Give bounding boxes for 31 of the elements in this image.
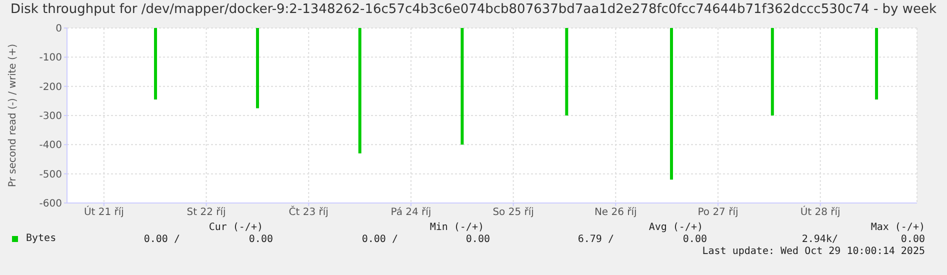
y-tick-label: -500 [39,169,62,180]
text: 0.00 [900,234,925,245]
legend-label: Bytes [26,233,56,244]
y-tick-label: -200 [39,82,62,93]
x-tick-label: Po 27 říj [698,207,738,218]
text: 2.94k/ [802,234,838,245]
text: Max (-/+) [870,222,925,233]
text: 0.00 / [144,234,180,245]
x-tick-label: So 25 říj [492,207,534,218]
text: 0.00 [466,234,490,245]
y-tick-label: -400 [39,140,62,152]
text: 0.00 [682,234,707,245]
text: Min (-/+) [430,222,484,233]
y-tick-label: 0 [56,24,62,35]
x-tick-label: St 22 říj [186,207,226,218]
y-tick-label: -100 [39,52,62,64]
x-tick-label: Út 21 říj [84,205,124,218]
y-tick-label: -600 [39,198,62,210]
text: 0.00 / [362,234,398,245]
text: 0.00 [248,234,273,245]
x-tick-label: Ne 26 říj [594,207,637,218]
text: 6.79 / [578,234,614,245]
text: Last update: Wed Oct 29 10:00:14 2025 [702,246,925,257]
chart-title: Disk throughput for /dev/mapper/docker-9:2-1348262-16c57c4b3c6e074bcb807637bd7aa1d2e278fc0fcc74644b71f362dccc530c74 - by week [9,2,938,17]
x-tick-label: Čt 23 říj [288,205,328,218]
y-axis-title: Pr second read (-) / write (+) [8,44,19,188]
y-tick-label: -300 [39,111,62,122]
text: Cur (-/+) [208,222,263,233]
x-tick-label: Út 28 říj [800,205,840,218]
text: Avg (-/+) [648,222,703,233]
x-tick-label: Pá 24 říj [390,207,432,218]
